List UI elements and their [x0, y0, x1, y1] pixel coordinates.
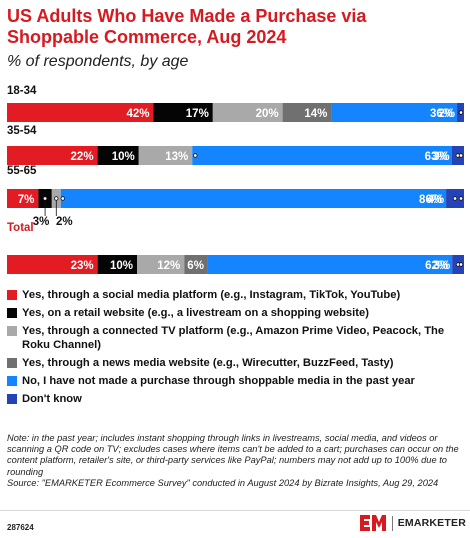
- segment-value-label: 4%: [427, 194, 444, 206]
- legend-item: Don't know: [7, 392, 462, 406]
- brand-name: EMARKETER: [397, 517, 466, 529]
- segment-value-label: 13%: [165, 151, 188, 163]
- footer-divider: [0, 510, 470, 511]
- legend-swatch: [7, 290, 17, 300]
- legend-item: Yes, on a retail website (e.g., a livest…: [7, 306, 462, 320]
- bar-segment: [7, 189, 39, 208]
- small-segment-marker: [193, 153, 198, 158]
- legend-swatch: [7, 376, 17, 386]
- small-segment-marker: [458, 110, 464, 115]
- age-row-label: 18-34: [7, 85, 37, 97]
- small-segment-marker: [452, 196, 458, 201]
- segment-value-label: 7%: [18, 194, 35, 206]
- total-row-label: Total: [7, 222, 34, 234]
- bar-segment: [97, 255, 138, 274]
- segment-value-label: 14%: [304, 108, 327, 120]
- chart-subtitle: % of respondents, by age: [7, 53, 189, 70]
- bar-segment: [184, 255, 208, 274]
- legend-label: Yes, through a connected TV platform (e.…: [22, 325, 445, 351]
- bar-segment: [138, 146, 193, 165]
- age-row-label: 35-54: [7, 125, 37, 137]
- segment-value-label: 10%: [110, 260, 133, 272]
- segment-value-label: 12%: [157, 260, 180, 272]
- small-segment-marker: [458, 196, 464, 201]
- segment-value-label: 23%: [71, 260, 94, 272]
- chart-title: US Adults Who Have Made a Purchase via S…: [7, 6, 367, 47]
- legend-label: Don't know: [22, 393, 82, 405]
- bar-segment: [207, 255, 453, 274]
- legend-label: Yes, on a retail website (e.g., a livest…: [22, 307, 369, 319]
- small-segment-marker: [54, 196, 59, 201]
- legend-swatch: [7, 308, 17, 318]
- legend-item: Yes, through a connected TV platform (e.…: [7, 324, 462, 352]
- segment-value-label: 3%: [434, 260, 451, 272]
- legend-item: Yes, through a news media website (e.g.,…: [7, 356, 462, 370]
- segment-value-label: 86%: [419, 194, 442, 206]
- bar-segment: [7, 103, 154, 122]
- legend-label: No, I have not made a purchase through s…: [22, 375, 415, 387]
- small-segment-marker: [458, 153, 464, 158]
- bar-segment: [7, 146, 98, 165]
- chart-id: 287624: [7, 523, 34, 532]
- small-segment-marker: [42, 196, 48, 201]
- age-row-label: 55-65: [7, 165, 37, 177]
- legend-item: No, I have not made a purchase through s…: [7, 374, 462, 388]
- legend-swatch: [7, 358, 17, 368]
- bar-segment: [331, 103, 458, 122]
- small-segment-marker: [458, 262, 464, 267]
- emarketer-logo-icon: [359, 515, 386, 531]
- bar-segment: [153, 103, 213, 122]
- segment-value-label: 62%: [425, 260, 448, 272]
- brand-divider: [391, 515, 393, 531]
- segment-value-label: 2%: [56, 216, 73, 228]
- segment-value-label: 10%: [112, 151, 135, 163]
- small-segment-marker: [60, 196, 65, 201]
- segment-value-label: 6%: [187, 260, 204, 272]
- legend-swatch: [7, 394, 17, 404]
- bar-segment: [192, 146, 452, 165]
- segment-value-label: 3%: [33, 216, 50, 228]
- segment-value-label: 42%: [126, 108, 149, 120]
- segment-value-label: 17%: [186, 108, 209, 120]
- segment-value-label: 2%: [438, 108, 455, 120]
- chart-legend: Yes, through a social media platform (e.…: [7, 288, 462, 410]
- bar-segment: [137, 255, 185, 274]
- legend-label: Yes, through a news media website (e.g.,…: [22, 357, 394, 369]
- legend-item: Yes, through a social media platform (e.…: [7, 288, 462, 302]
- bar-segment: [282, 103, 332, 122]
- legend-swatch: [7, 326, 17, 336]
- bar-segment: [60, 189, 447, 208]
- brand-logo: EMARKETER: [359, 514, 466, 532]
- segment-value-label: 36%: [430, 108, 453, 120]
- segment-value-label: 3%: [433, 151, 450, 163]
- bar-segment: [7, 255, 98, 274]
- chart-note-source: Note: in the past year; includes instant…: [7, 433, 459, 488]
- legend-label: Yes, through a social media platform (e.…: [22, 289, 401, 301]
- segment-value-label: 22%: [71, 151, 94, 163]
- bar-segment: [212, 103, 283, 122]
- segment-value-label: 63%: [425, 151, 448, 163]
- bar-segment: [97, 146, 139, 165]
- segment-value-label: 20%: [256, 108, 279, 120]
